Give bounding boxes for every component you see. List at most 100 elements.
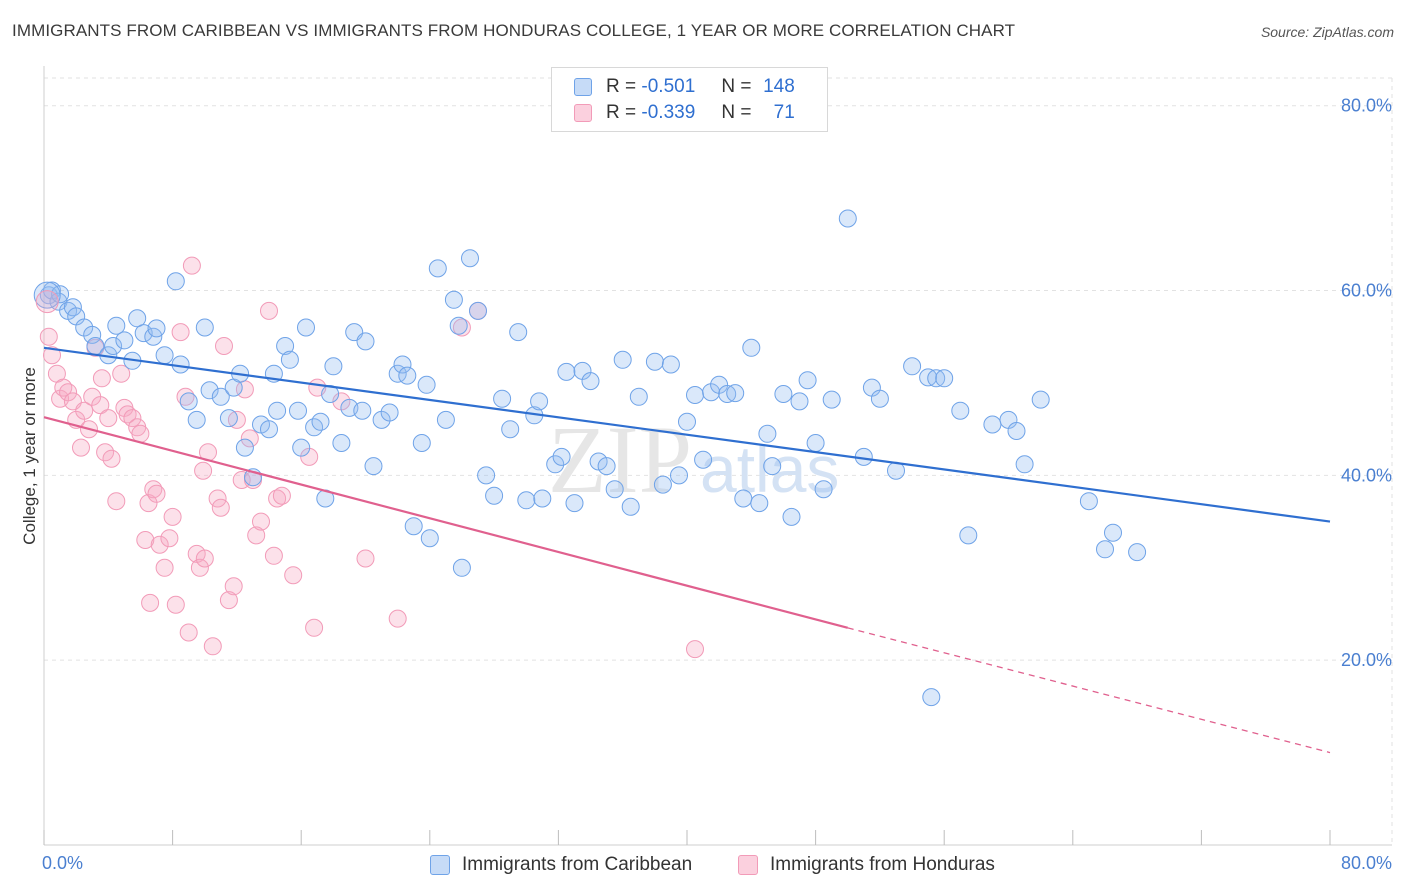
y-tick-label: 60.0% [1341, 281, 1392, 301]
caribbean-point [661, 355, 680, 374]
caribbean-point [581, 372, 600, 391]
legend-n-label: N = [721, 76, 752, 97]
honduras-point [452, 318, 471, 337]
honduras-point [166, 595, 185, 614]
honduras-point [194, 461, 213, 480]
caribbean-point [565, 494, 584, 513]
caribbean-trend-line [43, 346, 1331, 523]
honduras-point [215, 337, 233, 355]
honduras-swatch-icon [574, 104, 592, 122]
caribbean-point [782, 507, 801, 526]
honduras-point [160, 529, 179, 548]
caribbean-point [211, 387, 230, 406]
caribbean-point [605, 480, 624, 499]
caribbean-point [645, 352, 664, 371]
caribbean-point [289, 401, 307, 420]
honduras-point [43, 346, 61, 365]
caribbean-point [115, 331, 134, 350]
caribbean-point [546, 455, 565, 474]
caribbean-point [485, 486, 504, 505]
caribbean-point [613, 350, 632, 369]
source-credit: Source: ZipAtlas.com [1260, 24, 1394, 40]
legend-n-label: N = [721, 102, 752, 123]
caribbean-point [260, 420, 278, 439]
caribbean-point [311, 412, 330, 431]
honduras-point [219, 591, 238, 610]
caribbean-point [903, 357, 922, 376]
legend-n-value: 148 [763, 76, 795, 97]
caribbean-point [469, 301, 487, 320]
caribbean-point [292, 438, 311, 457]
caribbean-point [393, 355, 412, 374]
honduras-point [96, 443, 115, 462]
caribbean-point [452, 558, 471, 577]
data-points [33, 209, 1147, 707]
caribbean-point [404, 517, 423, 536]
honduras-point [59, 383, 78, 402]
caribbean-point [428, 259, 447, 278]
caribbean-point [398, 366, 417, 385]
honduras-point [155, 558, 174, 577]
caribbean-point [200, 381, 219, 400]
honduras-legend-icon [738, 855, 758, 875]
honduras-point [163, 507, 182, 526]
honduras-point [39, 327, 58, 346]
legend-n-value: 71 [773, 102, 795, 123]
x-tick-label-max: 80.0% [1341, 853, 1392, 873]
caribbean-legend-icon [430, 855, 450, 875]
caribbean-point [1031, 390, 1050, 409]
honduras-point [112, 364, 131, 383]
trend-lines [43, 346, 1331, 754]
caribbean-point [814, 480, 833, 499]
caribbean-point [758, 424, 777, 443]
caribbean-point [1128, 543, 1147, 562]
honduras-point [247, 526, 266, 545]
caribbean-point [822, 390, 841, 409]
caribbean-point [436, 410, 455, 429]
caribbean-point [420, 529, 439, 548]
honduras-point [272, 486, 291, 505]
series-name-caribbean: Immigrants from Caribbean [462, 854, 693, 875]
honduras-point [107, 492, 126, 511]
honduras-point [388, 609, 407, 628]
caribbean-point [147, 319, 166, 338]
caribbean-point [670, 466, 688, 485]
honduras-point [252, 512, 270, 531]
honduras-point [72, 438, 90, 457]
caribbean-point [686, 386, 704, 404]
caribbean-point [694, 450, 713, 469]
axes [43, 66, 1392, 846]
legend-r-label: R = [606, 102, 637, 123]
legend-row-honduras: R = -0.339 N = 71 [574, 100, 795, 126]
caribbean-point [597, 457, 616, 476]
honduras-trend-extension [847, 627, 1331, 754]
caribbean-point [235, 438, 254, 457]
caribbean-point [774, 385, 793, 403]
honduras-point [91, 396, 110, 415]
legend-row-caribbean: R = -0.501 N = 148 [574, 74, 795, 100]
honduras-point [211, 498, 230, 517]
honduras-point [179, 623, 198, 642]
honduras-point [190, 558, 209, 577]
honduras-point [240, 429, 259, 448]
tick-labels: 20.0% 40.0% 60.0% 80.0% 0.0% 80.0% [42, 96, 1392, 873]
caribbean-point [380, 403, 399, 422]
honduras-point [75, 401, 94, 420]
caribbean-point [166, 272, 185, 291]
legend-r-value: -0.339 [641, 102, 696, 123]
caribbean-point [83, 325, 102, 344]
caribbean-point [838, 209, 857, 228]
caribbean-point [734, 489, 753, 508]
caribbean-point [983, 415, 1002, 434]
honduras-point [356, 549, 375, 568]
caribbean-point [678, 412, 696, 431]
series-name-honduras: Immigrants from Honduras [770, 854, 995, 875]
series-legend-caribbean: Immigrants from Caribbean [430, 852, 692, 878]
caribbean-point [763, 457, 782, 476]
caribbean-point [959, 526, 978, 545]
honduras-point [284, 566, 303, 585]
honduras-point-cluster [35, 290, 59, 314]
caribbean-point [297, 318, 315, 337]
caribbean-point [444, 290, 463, 309]
caribbean-point [449, 316, 468, 335]
